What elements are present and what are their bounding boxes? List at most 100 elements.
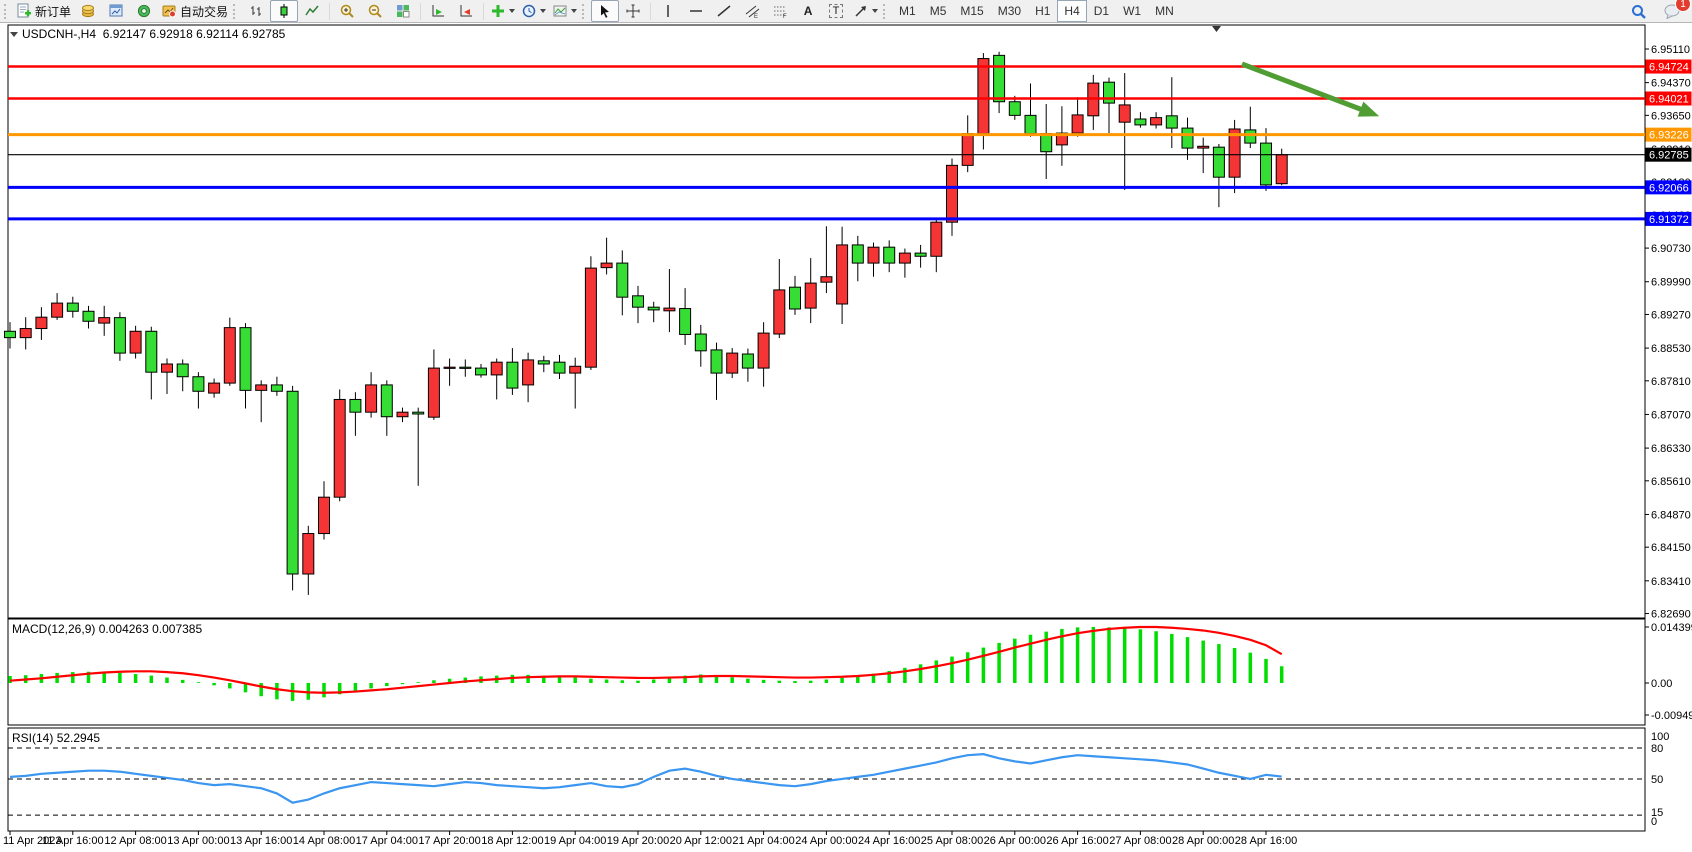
crosshair-icon bbox=[626, 4, 640, 18]
timeframe-m15[interactable]: M15 bbox=[960, 4, 984, 18]
timeframe-m1[interactable]: M1 bbox=[899, 4, 916, 18]
price-tag-label: 6.92785 bbox=[1649, 150, 1689, 162]
candle-body bbox=[35, 316, 48, 330]
toolbar-grip[interactable] bbox=[883, 3, 888, 19]
navigator-button[interactable] bbox=[130, 0, 158, 22]
chart-shift-button[interactable] bbox=[452, 0, 480, 22]
candle-body bbox=[98, 317, 111, 324]
candle-body bbox=[946, 164, 958, 223]
price-tag-label: 6.93226 bbox=[1649, 130, 1689, 142]
vertical-line-icon bbox=[667, 5, 669, 17]
search-button[interactable] bbox=[1624, 0, 1652, 22]
arrows-tool-button[interactable] bbox=[850, 0, 881, 22]
candle-body bbox=[522, 359, 535, 386]
horizontal-line-icon bbox=[690, 10, 703, 12]
horizontal-line-button[interactable] bbox=[682, 0, 710, 22]
cursor-button[interactable] bbox=[591, 0, 620, 22]
toolbar-separator bbox=[483, 2, 485, 20]
template-icon bbox=[553, 5, 567, 17]
timeframe-h4[interactable]: H4 bbox=[1057, 0, 1087, 22]
candlestick-chart-icon bbox=[280, 4, 288, 18]
toolbar-separator bbox=[420, 2, 422, 20]
trend-arrow-head bbox=[1357, 101, 1380, 117]
macd-values: 0.004263 0.007385 bbox=[98, 622, 203, 636]
timeframe-m30[interactable]: M30 bbox=[997, 4, 1022, 18]
zoom-in-button[interactable] bbox=[333, 0, 361, 22]
auto-scroll-button[interactable] bbox=[424, 0, 452, 22]
market-watch-button[interactable] bbox=[74, 0, 102, 22]
chevron-down-icon bbox=[540, 9, 547, 13]
tile-windows-icon bbox=[397, 5, 410, 18]
toolbar-grip[interactable] bbox=[582, 3, 587, 19]
templates-button[interactable] bbox=[549, 0, 580, 22]
candlestick-chart-button[interactable] bbox=[270, 0, 299, 22]
market-watch-icon bbox=[82, 4, 95, 18]
candle-body bbox=[318, 496, 330, 535]
price-tag bbox=[1645, 211, 1692, 226]
timeframe-h1[interactable]: H1 bbox=[1035, 4, 1051, 18]
label-tool-glyph: T bbox=[828, 4, 844, 18]
equidistant-channel-button[interactable]: E bbox=[738, 0, 766, 22]
toolbar-grip[interactable] bbox=[233, 3, 238, 19]
indicators-button[interactable] bbox=[487, 0, 518, 22]
chart-canvas[interactable]: 6.951106.943706.936506.929106.921806.914… bbox=[0, 23, 1692, 852]
candle-body bbox=[741, 353, 754, 369]
toolbar-grip[interactable] bbox=[4, 3, 9, 19]
bar-chart-button[interactable] bbox=[242, 0, 270, 22]
fibonacci-button[interactable]: F bbox=[766, 0, 794, 22]
date-tick-label: 26 Apr 16:00 bbox=[1046, 835, 1108, 847]
price-tick-label: 6.89990 bbox=[1651, 277, 1691, 289]
fibonacci-icon: F bbox=[774, 6, 787, 19]
chart-shift-marker[interactable] bbox=[1212, 26, 1221, 32]
timeframe-m5[interactable]: M5 bbox=[929, 4, 947, 18]
collapse-triangle-icon[interactable] bbox=[10, 32, 18, 37]
data-window-button[interactable] bbox=[102, 0, 130, 22]
candle-body bbox=[930, 221, 943, 257]
chevron-down-icon bbox=[872, 9, 879, 13]
candle-body bbox=[1275, 154, 1288, 185]
rsi-axis-label: 15 bbox=[1651, 807, 1663, 819]
timeframe-mn[interactable]: MN bbox=[1155, 4, 1174, 18]
text-label-tool-button[interactable]: T bbox=[822, 0, 850, 22]
price-tick-label: 6.90730 bbox=[1651, 243, 1691, 255]
autotrading-button[interactable]: 自动交易 bbox=[158, 0, 231, 22]
trendline-button[interactable] bbox=[710, 0, 738, 22]
candle-body bbox=[427, 367, 440, 418]
rsi-value: 52.2945 bbox=[56, 731, 101, 745]
text-tool-button[interactable]: A bbox=[794, 0, 822, 22]
notification-badge: 1 bbox=[1675, 0, 1691, 12]
rsi-line bbox=[9, 753, 1282, 804]
price-tag-label: 6.94021 bbox=[1649, 94, 1689, 106]
new-order-button[interactable]: 新订单 bbox=[13, 0, 74, 22]
date-tick-label: 19 Apr 04:00 bbox=[544, 835, 606, 847]
date-tick-label: 17 Apr 20:00 bbox=[418, 835, 480, 847]
date-tick-label: 28 Apr 00:00 bbox=[1172, 835, 1234, 847]
ohlc-values: 6.92147 6.92918 6.92114 6.92785 bbox=[102, 27, 286, 41]
zoom-out-button[interactable] bbox=[361, 0, 389, 22]
candle-body bbox=[176, 363, 189, 378]
rsi-axis-label: 100 bbox=[1651, 731, 1669, 743]
trend-arrow[interactable] bbox=[1241, 61, 1369, 115]
vertical-line-button[interactable] bbox=[654, 0, 682, 22]
candle-body bbox=[490, 361, 503, 376]
periods-button[interactable] bbox=[518, 0, 549, 22]
candle-body bbox=[773, 289, 786, 335]
candle-body bbox=[1008, 101, 1021, 116]
candle-body bbox=[1103, 81, 1115, 104]
tile-windows-button[interactable] bbox=[389, 0, 417, 22]
clock-icon bbox=[522, 4, 536, 18]
crosshair-button[interactable] bbox=[619, 0, 647, 22]
price-tag bbox=[1645, 59, 1692, 74]
notifications-button[interactable]: 1 bbox=[1658, 0, 1691, 22]
line-chart-button[interactable] bbox=[298, 0, 326, 22]
timeframe-w1[interactable]: W1 bbox=[1123, 4, 1142, 18]
macd-panel-label: MACD(12,26,9) 0.004263 0.007385 bbox=[12, 622, 202, 636]
timeframe-d1[interactable]: D1 bbox=[1093, 4, 1110, 18]
date-tick-label: 18 Apr 12:00 bbox=[481, 835, 543, 847]
candle-body bbox=[1260, 142, 1272, 186]
price-tick-label: 6.86330 bbox=[1651, 443, 1691, 455]
candle-body bbox=[129, 330, 142, 354]
candle-body bbox=[506, 361, 519, 389]
macd-name: MACD(12,26,9) bbox=[12, 622, 96, 636]
